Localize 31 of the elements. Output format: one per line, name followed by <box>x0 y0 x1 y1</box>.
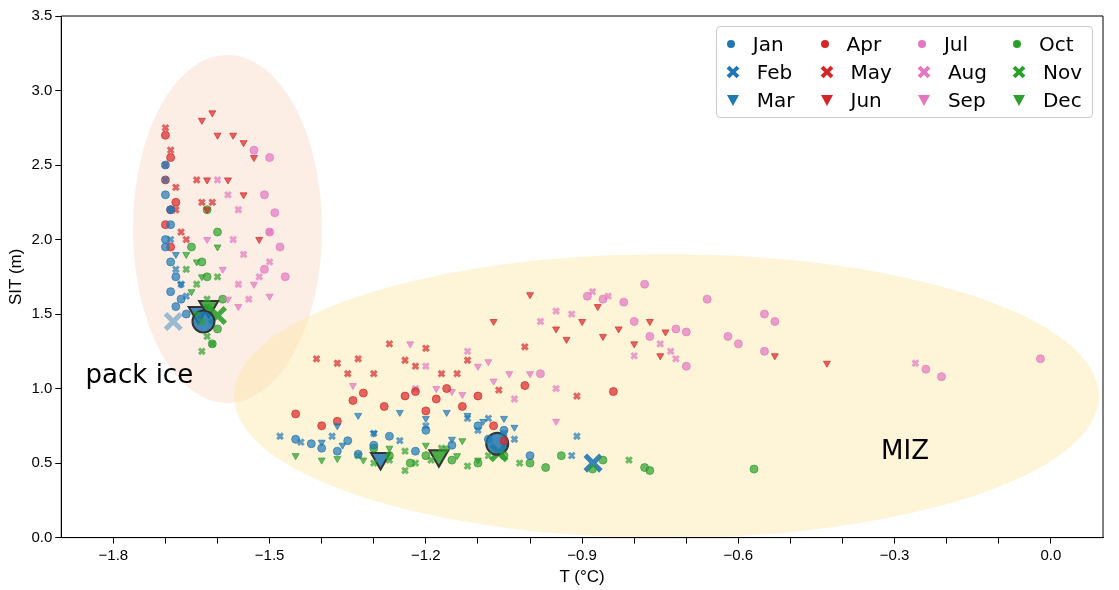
annotation: MIZ <box>881 434 930 465</box>
legend-label: Jun <box>850 88 882 112</box>
legend-label: Aug <box>947 60 987 84</box>
x-tick-label: −0.6 <box>723 545 754 563</box>
x-tick-label: −0.9 <box>567 545 597 563</box>
legend-label: Sep <box>947 88 986 112</box>
y-tick-label: 0.0 <box>31 527 53 545</box>
legend-label: Apr <box>846 32 882 56</box>
legend-label: Mar <box>756 88 795 112</box>
x-tick-label: −1.8 <box>98 545 129 563</box>
legend-label: Jan <box>752 32 784 56</box>
y-tick-label: 1.5 <box>31 304 53 322</box>
y-tick-label: 1.0 <box>31 378 53 396</box>
y-tick-label: 2.5 <box>31 155 53 173</box>
y-tick-label: 3.5 <box>31 6 53 24</box>
legend-label: Nov <box>1042 60 1082 84</box>
y-axis-title: SIT (m) <box>5 248 25 305</box>
legend-label: Oct <box>1038 32 1074 56</box>
x-tick-label: 0.0 <box>1040 545 1062 563</box>
x-axis-title: T (°C) <box>559 567 605 587</box>
legend-label: May <box>850 60 892 84</box>
y-tick-label: 0.5 <box>31 453 53 471</box>
y-tick-label: 3.0 <box>31 80 53 98</box>
legend-label: Dec <box>1042 88 1082 112</box>
y-tick-label: 2.0 <box>31 229 53 247</box>
legend-label: Feb <box>756 60 793 84</box>
legend-label: Jul <box>943 32 969 56</box>
x-tick-label: −0.3 <box>879 545 910 563</box>
annotation: pack ice <box>85 358 194 389</box>
x-tick-label: −1.5 <box>254 545 285 563</box>
x-tick-label: −1.2 <box>411 545 441 563</box>
